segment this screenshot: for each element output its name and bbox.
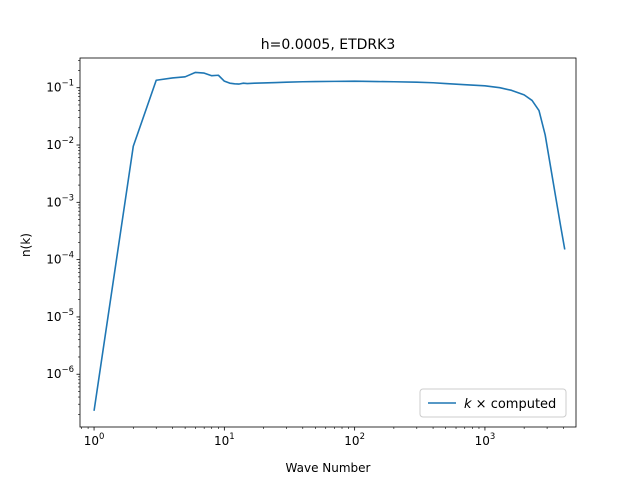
legend-label: k × computed (464, 397, 556, 412)
y-axis-ticks: 10−6 10−5 10−4 10−3 10−2 10−1 (46, 60, 80, 415)
legend-box (419, 388, 567, 418)
y-tick-label: 10−1 (46, 79, 74, 95)
x-tick-label: 100 (84, 432, 105, 448)
y-tick-label: 10−6 (46, 365, 74, 381)
x-axis-label: Wave Number (286, 461, 371, 475)
x-tick-label: 102 (344, 432, 365, 448)
y-tick-label: 10−3 (46, 193, 74, 209)
chart-title: h=0.0005, ETDRK3 (261, 37, 395, 53)
y-tick-label: 10−5 (46, 308, 74, 324)
x-tick-label: 103 (475, 432, 496, 448)
x-tick-label: 101 (214, 432, 235, 448)
series-line (93, 71, 566, 411)
legend: k × computed (419, 388, 567, 418)
x-axis-ticks: 100 101 102 103 (81, 427, 564, 448)
y-tick-label: 10−2 (46, 136, 74, 152)
y-tick-label: 10−4 (46, 251, 74, 267)
y-axis-label: n(k) (19, 233, 33, 257)
